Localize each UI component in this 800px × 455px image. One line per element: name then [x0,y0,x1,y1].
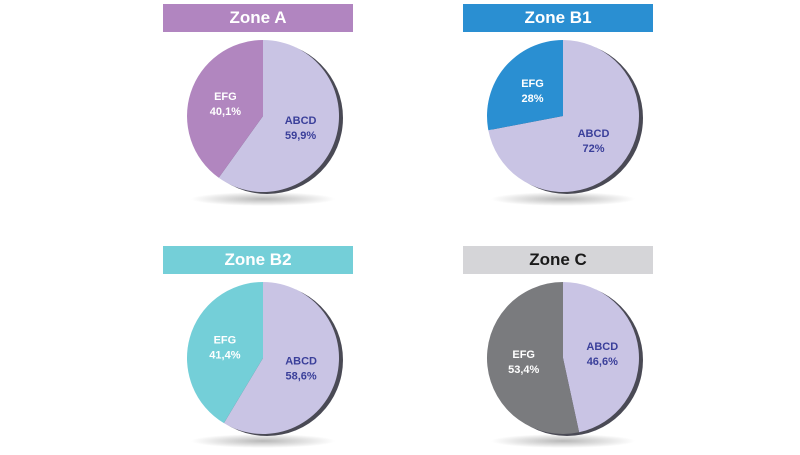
pie-label-abcd: ABCD [285,356,317,368]
pie-slice-efg [487,40,563,131]
pie-slice-abcd [488,40,640,192]
zone-a-title: Zone A [163,4,353,32]
zone-a-panel: Zone A [163,4,353,32]
pie-label-abcd: ABCD [285,115,317,127]
pie-slice-abcd [563,282,639,433]
pie-slice-abcd [218,40,340,192]
zone-b1-title: Zone B1 [463,4,653,32]
zone-b2-pie-container: ABCD 58,6% EFG 41,4% [160,280,360,455]
zone-b2-panel: Zone B2 [163,246,353,274]
zone-c-panel: Zone C [463,246,653,274]
pie-slice-efg [486,282,580,434]
pie-chart-3: ABCD 46,6% EFG 53,4% [486,282,643,448]
pie-slice-abcd [223,282,340,434]
pie-slice-efg [187,40,263,178]
zone-b1-pie-container: ABCD 72% EFG 28% [460,38,660,213]
pie-value-abcd: 58,6% [285,371,316,383]
pie-value-abcd: 46,6% [587,356,618,368]
pie-chart-0: ABCD 59,9% EFG 40,1% [187,40,343,206]
pie-floor-shadow [190,434,336,448]
zone-a-pie-container: ABCD 59,9% EFG 40,1% [160,38,360,213]
zone-c-pie-container: ABCD 46,6% EFG 53,4% [460,280,660,455]
pie-value-abcd: 59,9% [285,130,316,142]
pie-value-efg: 41,4% [209,350,240,362]
pie-slice-efg [187,282,263,424]
zone-c-title: Zone C [463,246,653,274]
pie-chart-1: ABCD 72% EFG 28% [487,40,643,206]
pie-floor-shadow [190,192,336,206]
pie-floor-shadow [490,434,636,448]
pie-label-efg: EFG [214,335,237,347]
zone-b2-title: Zone B2 [163,246,353,274]
pie-floor-shadow [490,192,636,206]
pie-value-efg: 53,4% [508,364,539,376]
pie-value-efg: 40,1% [210,106,241,118]
pie-label-abcd: ABCD [578,128,610,140]
pie-chart-2: ABCD 58,6% EFG 41,4% [187,282,343,448]
pie-label-efg: EFG [214,91,237,103]
pie-value-efg: 28% [521,93,543,105]
zone-b1-panel: Zone B1 [463,4,653,32]
pie-label-efg: EFG [512,349,535,361]
pie-value-abcd: 72% [582,143,604,155]
pie-label-abcd: ABCD [586,341,618,353]
pie-label-efg: EFG [521,78,544,90]
